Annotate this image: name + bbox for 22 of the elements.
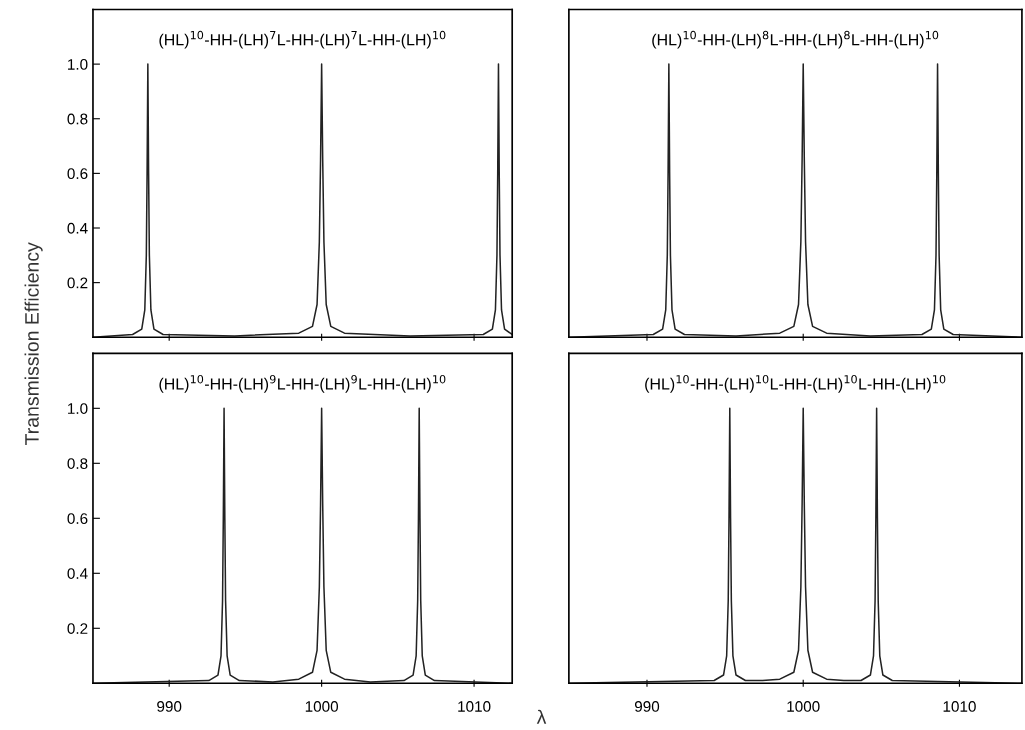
y-tick-label: 0.2 <box>67 623 88 634</box>
x-tick-label: 1000 <box>787 701 820 712</box>
y-tick-label: 0.4 <box>67 568 88 579</box>
x-tick-label: 1010 <box>943 701 976 712</box>
y-tick-label: 1.0 <box>68 403 88 414</box>
text: (HL)$^{10}$-HH-(LH)$^{10}$L-HH-(LH)$^{10}$L-HH-(LH)$^{10}$ <box>645 375 946 393</box>
y-tick-label: 0.6 <box>67 168 88 180</box>
y-tick-label: 1.0 <box>68 58 88 70</box>
text: (HL)$^{10}$-HH-(LH)$^{8}$L-HH-(LH)$^{8}$L-HH-(LH)$^{10}$ <box>652 30 939 49</box>
x-tick-label: 990 <box>157 701 182 712</box>
y-tick-label: 0.4 <box>67 222 88 234</box>
y-tick-label: 0.8 <box>67 458 88 469</box>
text: (HL)$^{10}$-HH-(LH)$^{7}$L-HH-(LH)$^{7}$L-HH-(LH)$^{10}$ <box>159 30 446 49</box>
y-tick-label: 0.2 <box>67 277 88 289</box>
text: (HL)$^{10}$-HH-(LH)$^{9}$L-HH-(LH)$^{9}$L-HH-(LH)$^{10}$ <box>159 375 446 393</box>
y-tick-label: 0.6 <box>67 513 88 524</box>
y-tick-label: 0.8 <box>67 113 88 125</box>
x-tick-label: 990 <box>634 701 660 712</box>
y-axis-title: Transmission Efficiency <box>24 242 43 445</box>
x-tick-label: 1000 <box>305 701 339 712</box>
x-axis-title: λ <box>536 709 547 724</box>
x-tick-label: 1010 <box>458 701 491 712</box>
